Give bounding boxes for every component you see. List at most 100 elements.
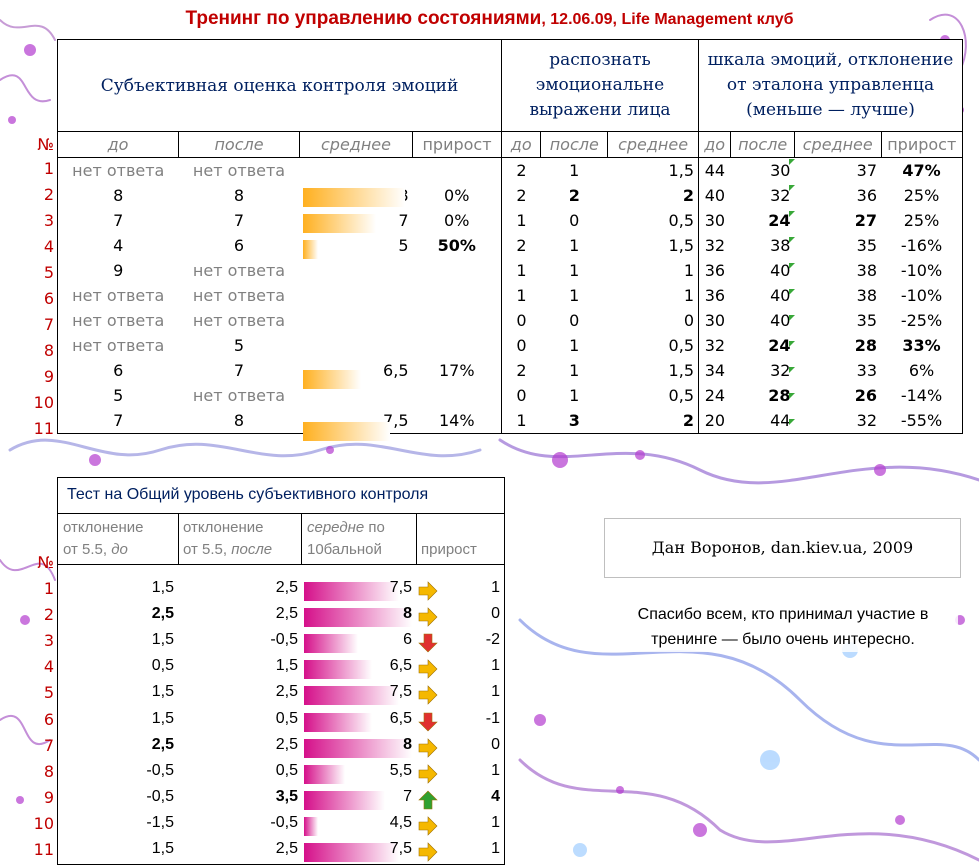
cell-average: 8 bbox=[403, 735, 412, 753]
cell-s-before: нет ответа bbox=[72, 311, 165, 330]
cell-e-after: 32 bbox=[770, 186, 791, 205]
col-dev-after-header: отклонение от 5.5, после bbox=[183, 517, 272, 561]
cell-s-before: 9 bbox=[113, 261, 124, 280]
cell-gain: 1 bbox=[491, 579, 500, 596]
average-bar bbox=[303, 188, 405, 207]
col-scale-avg: среднее bbox=[793, 131, 882, 158]
cell-e-gain: -25% bbox=[900, 311, 943, 330]
comment-marker bbox=[789, 211, 795, 217]
cell-f-after: 1 bbox=[569, 361, 580, 380]
col-avg-b: по bbox=[364, 519, 385, 536]
row-number: 5 bbox=[43, 683, 54, 703]
author-text: Дан Воронов, dan.kiev.ua, 2009 bbox=[651, 538, 914, 557]
cell-f-avg: 1 bbox=[607, 283, 699, 308]
row-number: 4 bbox=[43, 657, 54, 677]
row-number: 10 bbox=[33, 393, 54, 412]
table-row: 9 нет ответа 1 1 1 36 40 38 -10% bbox=[58, 258, 963, 283]
row-number: 1 bbox=[43, 159, 54, 178]
cell-e-avg: 35 bbox=[856, 236, 878, 255]
cell-f-after: 1 bbox=[569, 261, 580, 280]
cell-dev-before: 2,5 bbox=[151, 605, 174, 623]
cell-s-gain bbox=[412, 383, 502, 408]
cell-f-after: 3 bbox=[568, 411, 580, 430]
cell-average: 4,5 bbox=[389, 813, 412, 831]
row-number: 7 bbox=[43, 315, 54, 334]
cell-e-gain: -55% bbox=[900, 411, 943, 430]
comment-marker bbox=[789, 263, 795, 269]
cell-s-gain bbox=[412, 333, 502, 358]
cell-s-gain: 0% bbox=[412, 208, 502, 233]
cell-dev-after: 2,5 bbox=[275, 605, 298, 623]
cell-e-gain: 33% bbox=[902, 336, 941, 355]
cell-e-avg: 36 bbox=[856, 186, 878, 205]
average-bar bbox=[304, 608, 412, 628]
cell-s-gain: 14% bbox=[412, 408, 502, 434]
comment-marker bbox=[789, 367, 795, 373]
col-subj-before: до bbox=[57, 131, 179, 158]
average-bar bbox=[304, 764, 345, 784]
cell-dev-before: 1,5 bbox=[151, 579, 174, 596]
cell-average: 6,5 bbox=[389, 709, 412, 727]
title-main: Тренинг по управлению состояниями bbox=[185, 8, 542, 29]
cell-average: 6 bbox=[403, 631, 412, 649]
cell-dev-after: -0,5 bbox=[270, 631, 298, 649]
arrow-right-icon bbox=[418, 737, 438, 763]
cell-f-before: 0 bbox=[516, 336, 527, 355]
cell-s-after: 8 bbox=[233, 411, 245, 430]
average-bar bbox=[304, 712, 372, 732]
cell-e-gain: -10% bbox=[900, 261, 943, 280]
header-sep-3 bbox=[416, 514, 417, 564]
row-number: 10 bbox=[33, 813, 54, 833]
cell-f-after: 1 bbox=[569, 236, 580, 255]
thanks-message: Спасибо всем, кто принимал участие в тре… bbox=[608, 602, 958, 652]
cell-f-avg: 1 bbox=[607, 258, 699, 283]
col-gain-header: прирост bbox=[421, 541, 477, 558]
cell-f-before: 0 bbox=[516, 311, 527, 330]
cell-e-avg: 37 bbox=[856, 161, 878, 180]
comment-marker bbox=[789, 341, 795, 347]
bottom-col-no: № bbox=[37, 553, 54, 572]
cell-f-before: 2 bbox=[516, 186, 527, 205]
cell-e-before: 36 bbox=[704, 261, 726, 280]
cell-s-after: 8 bbox=[233, 186, 245, 205]
cell-s-avg: 6,5 bbox=[383, 361, 409, 380]
cell-f-after: 1 bbox=[569, 161, 580, 180]
cell-s-after: нет ответа bbox=[192, 286, 286, 305]
cell-e-before: 32 bbox=[704, 236, 726, 255]
average-bar bbox=[304, 790, 385, 810]
cell-gain: 1 bbox=[491, 840, 500, 857]
cell-f-after: 1 bbox=[569, 286, 580, 305]
cell-dev-after: 1,5 bbox=[275, 657, 298, 675]
average-bar bbox=[303, 422, 390, 441]
cell-e-avg: 33 bbox=[856, 361, 878, 380]
table-row: нет ответа 5 0 1 0,5 32 24 28 33% bbox=[58, 333, 963, 358]
comment-marker bbox=[789, 185, 795, 191]
comment-marker bbox=[789, 237, 795, 243]
cell-s-avg: 7 bbox=[398, 211, 409, 230]
cell-e-gain: 6% bbox=[908, 361, 935, 380]
cell-e-after: 40 bbox=[770, 286, 791, 305]
cell-s-before: 5 bbox=[113, 386, 124, 405]
cell-f-before: 1 bbox=[516, 411, 527, 430]
cell-e-gain: 47% bbox=[902, 161, 941, 180]
cell-f-before: 0 bbox=[516, 386, 527, 405]
cell-f-before: 1 bbox=[516, 286, 527, 305]
cell-dev-after: 0,5 bbox=[275, 709, 298, 727]
cell-s-after: 7 bbox=[233, 211, 245, 230]
header-scale: шкала эмоций, отклонение от эталона упра… bbox=[698, 39, 963, 132]
cell-s-after: 7 bbox=[233, 361, 245, 380]
cell-s-after: нет ответа bbox=[192, 386, 286, 405]
cell-s-after: нет ответа bbox=[192, 311, 286, 330]
average-bar bbox=[304, 816, 318, 836]
arrow-down-icon bbox=[418, 712, 438, 737]
cell-s-before: нет ответа bbox=[72, 161, 165, 180]
header-sep-1 bbox=[178, 514, 179, 564]
cell-s-avg bbox=[300, 333, 413, 358]
table-row: 7 7 7 0% 1 0 0,5 30 24 27 25% bbox=[58, 208, 963, 233]
cell-e-after: 32 bbox=[770, 361, 791, 380]
cell-dev-after: -0,5 bbox=[270, 813, 298, 831]
emotion-control-table: Субъективная оценка контроля эмоций расп… bbox=[57, 39, 964, 434]
arrow-right-icon bbox=[418, 659, 438, 684]
cell-dev-before: 2,5 bbox=[151, 735, 174, 753]
col-avg-header: середне по 10бальной bbox=[307, 517, 385, 561]
